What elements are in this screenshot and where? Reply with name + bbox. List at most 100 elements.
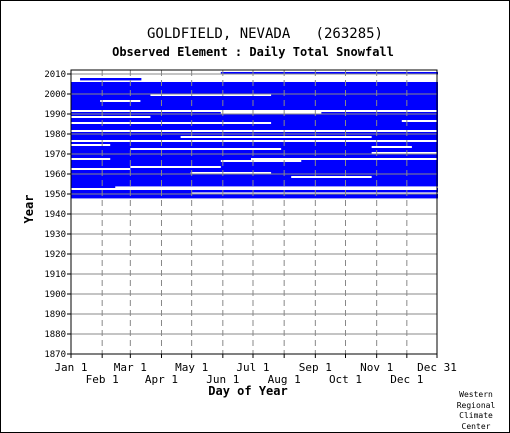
data-layer: [71, 72, 438, 199]
year-row-1950: [71, 192, 192, 195]
missing-gap-1966: [220, 160, 302, 162]
x-axis-title: Day of Year: [208, 384, 287, 398]
year-row-1954: [71, 184, 438, 187]
plot-border: [70, 69, 438, 355]
credit-line: Regional: [456, 400, 496, 410]
y-tick-label: 1900: [44, 290, 66, 300]
missing-gap-1981: [71, 130, 437, 132]
chart-title: GOLDFIELD, NEVADA (263285): [147, 26, 383, 42]
year-row-1974: [71, 144, 438, 147]
year-row-1962: [71, 168, 438, 171]
missing-gap-1972: [130, 148, 282, 150]
missing-gap-1988: [71, 116, 151, 118]
y-tick-label: 1970: [44, 150, 66, 160]
x-tick-label: Nov 1: [360, 361, 393, 374]
missing-gap-1986: [401, 120, 437, 122]
year-row-1971: [71, 150, 438, 153]
y-tick-label: 1990: [44, 110, 66, 120]
plot-area: 1870 1880 1890 1900 1910 1920 1930 1940 1950 1960…: [44, 69, 457, 386]
missing-gap-1973: [371, 146, 412, 148]
x-tick-label: Aug 1: [268, 373, 301, 386]
year-row-2000: [71, 92, 438, 95]
y-tick-label: 2000: [44, 90, 66, 100]
year-row-1989: [71, 114, 438, 117]
year-row-2007: [80, 78, 142, 81]
x-tick-label: Jul 1: [236, 361, 269, 374]
year-row-1958: [71, 176, 438, 179]
year-row-2004: [71, 84, 438, 87]
year-row-1987: [71, 118, 438, 121]
year-row-1956: [71, 180, 438, 183]
y-tick-label: 1910: [44, 270, 66, 280]
year-row-1961: [71, 170, 438, 173]
year-row-2001: [71, 90, 438, 93]
credit-line: Center: [461, 421, 491, 431]
year-row-2010: [220, 72, 438, 75]
y-tick-label: 1890: [44, 310, 66, 320]
missing-gap-1970: [371, 152, 437, 154]
missing-gap-1958: [291, 176, 372, 178]
year-row-1992: [71, 108, 438, 111]
missing-gap-1962: [71, 168, 131, 170]
year-row-1970: [71, 152, 438, 155]
missing-gap-1976: [71, 140, 437, 142]
year-row-1977: [71, 138, 438, 141]
x-tick-label: May 1: [175, 361, 208, 374]
x-tick-label: Sep 1: [299, 361, 332, 374]
missing-gap-1974: [71, 144, 111, 146]
missing-gap-1996: [100, 100, 141, 102]
y-tick-label: 1980: [44, 130, 66, 140]
y-tick-label: 1880: [44, 330, 66, 340]
year-row-1975: [71, 142, 438, 145]
missing-gap-1990: [220, 112, 322, 114]
y-axis-title: Year: [22, 195, 36, 224]
year-row-1995: [71, 102, 438, 105]
missing-gap-1960: [190, 172, 272, 174]
year-row-1969: [71, 154, 438, 157]
year-row-1949: [71, 194, 438, 197]
year-row-1948: [71, 196, 438, 199]
year-row-1951: [71, 190, 438, 193]
missing-gap-1999: [150, 94, 272, 96]
credit-line: Climate: [459, 411, 493, 420]
y-tick-label: 1940: [44, 210, 66, 220]
credit-line: Western: [459, 390, 493, 399]
year-row-1968: [71, 156, 438, 159]
x-tick-label: Mar 1: [114, 361, 147, 374]
year-row-1982: [71, 128, 438, 131]
x-tick-label: Jun 1: [206, 373, 239, 386]
chart-subtitle: Observed Element : Daily Total Snowfall: [112, 45, 394, 59]
y-tick-label: 1960: [44, 170, 66, 180]
year-row-1996: [71, 100, 438, 103]
x-tick-label: Feb 1: [86, 373, 119, 386]
year-row-1953: [71, 186, 116, 189]
year-row-1959: [71, 174, 438, 177]
x-tick-label: Dec 1: [390, 373, 423, 386]
missing-gap-1967: [71, 158, 111, 160]
year-row-1965: [71, 162, 438, 165]
y-tick-label: 2010: [44, 70, 66, 80]
year-row-2002: [71, 88, 438, 91]
y-tick-label: 1920: [44, 250, 66, 260]
missing-gap-1963: [130, 166, 221, 168]
missing-gap-1985: [71, 122, 272, 124]
y-tick-label: 1930: [44, 230, 66, 240]
year-row-1963: [71, 166, 438, 169]
year-row-1957: [71, 178, 438, 181]
year-row-1964: [71, 164, 438, 167]
year-row-1988: [71, 116, 438, 119]
year-row-1983: [71, 126, 438, 129]
year-row-1993: [71, 106, 438, 109]
x-tick-label: Dec 31: [417, 361, 457, 374]
x-tick-label: Oct 1: [329, 373, 362, 386]
year-row-1986: [71, 120, 438, 123]
year-row-1997: [71, 98, 438, 101]
missing-gap-1967: [250, 158, 437, 160]
credit-label: Western Regional Climate Center: [448, 390, 504, 432]
y-tick-label: 1950: [44, 190, 66, 200]
year-row-1998: [71, 96, 438, 99]
missing-gap-1978: [180, 136, 372, 138]
year-row-1984: [71, 124, 438, 127]
year-row-2003: [71, 86, 438, 89]
